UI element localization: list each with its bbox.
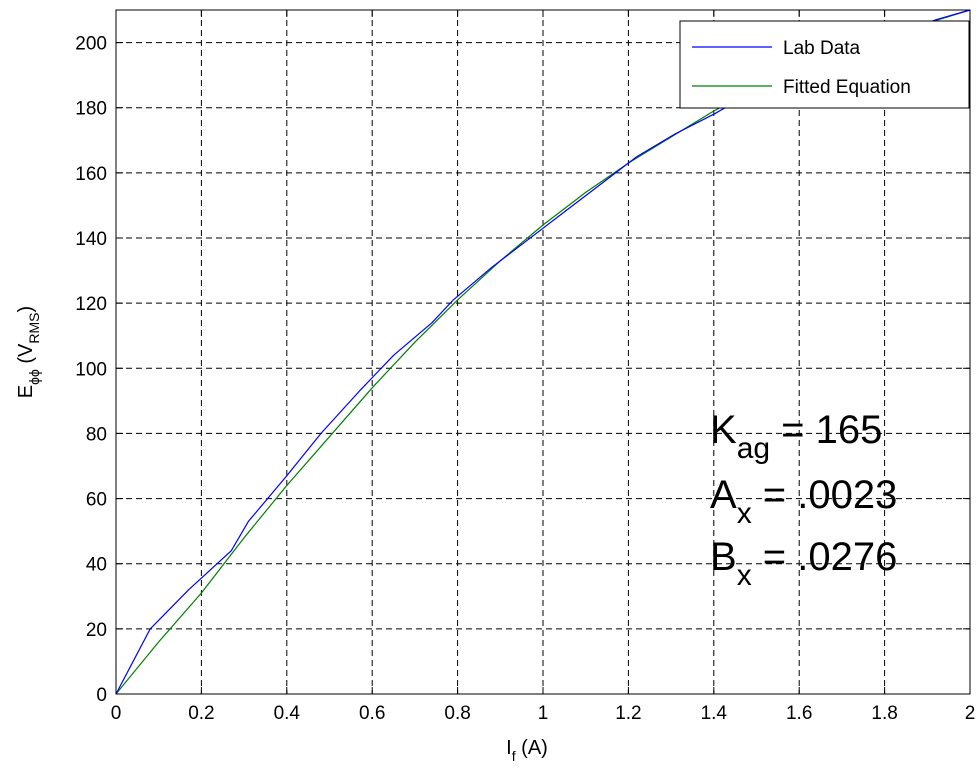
y-tick-label: 40 [86,555,107,576]
y-tick-label: 0 [96,685,107,706]
y-axis-label: Eϕϕ (VRMS) [15,306,42,398]
annotation-kag-sub: ag [737,432,770,465]
annotation-kag: Kag = 165 [710,408,882,465]
x-axis-label-main: I [506,737,512,759]
y-tick-label: 180 [75,99,107,120]
annotation-bx-rest: = .0276 [752,535,898,579]
y-tick-label: 200 [75,34,107,55]
x-tick-label: 0 [111,703,122,724]
y-tick-label: 80 [86,424,107,445]
x-axis-label: If (A) [506,737,548,764]
y-tick-label: 20 [86,620,107,641]
x-tick-label: 0.6 [359,703,385,724]
annotation-ax-rest: = .0023 [752,473,898,517]
annotation-ax-main: A [710,473,737,517]
axis-ticks: 0 0.2 0.4 0.6 0.8 1 1.2 1.4 1.6 1.8 20204060801001… [75,10,975,724]
y-axis-label-main: E [15,385,37,398]
x-tick-label: 1.6 [786,703,812,724]
grid-lines [116,10,970,694]
y-tick-label: 120 [75,294,107,315]
y-axis-label-open: (V [15,343,37,369]
y-tick-label: 160 [75,164,107,185]
x-tick-label: 1 [538,703,549,724]
legend-box [679,20,970,109]
annotation-ax-sub: x [737,497,752,530]
x-tick-label: 1.4 [701,703,728,724]
legend-label-lab-data: Lab Data [783,38,861,59]
y-axis-label-sub: ϕϕ [26,369,42,385]
x-tick-label: 2 [965,703,976,724]
annotation-kag-rest: = 165 [770,408,882,452]
y-tick-label: 140 [75,229,107,250]
annotation-bx-main: B [710,535,737,579]
parameter-annotation: Kag = 165 Ax = .0023 Bx = .0276 [710,408,897,592]
x-tick-label: 0.2 [188,703,214,724]
y-tick-label: 100 [75,359,107,380]
x-tick-label: 1.8 [871,703,897,724]
annotation-bx-sub: x [737,559,752,592]
y-axis-label-sub2: RMS [26,312,42,343]
annotation-ax: Ax = .0023 [710,473,897,530]
x-axis-label-sub: f [512,748,516,764]
x-axis-label-rest: (A) [516,737,548,759]
annotation-kag-main: K [710,408,737,452]
x-tick-label: 0.8 [444,703,470,724]
x-tick-label: 0.4 [274,703,301,724]
y-axis-label-close: ) [15,306,37,313]
legend-label-fitted-equation: Fitted Equation [783,77,911,98]
legend: Lab Data Fitted Equation [679,20,970,109]
x-tick-label: 1.2 [615,703,641,724]
y-tick-label: 60 [86,490,107,511]
annotation-bx: Bx = .0276 [710,535,897,592]
